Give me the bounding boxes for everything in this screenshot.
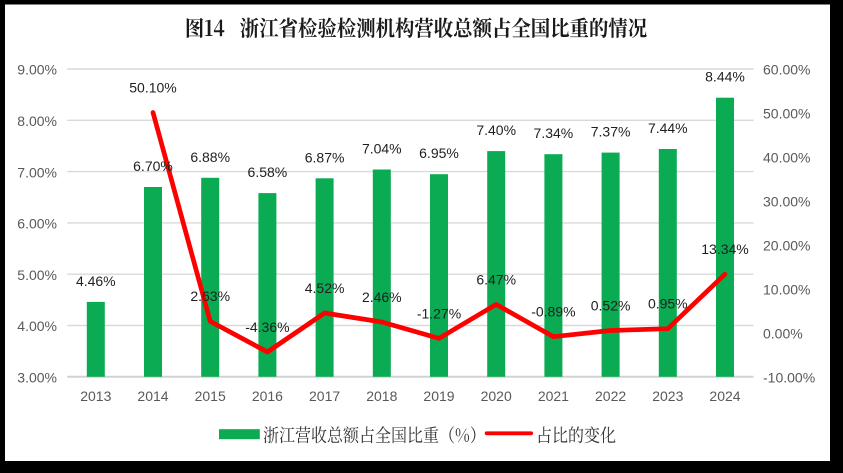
svg-text:2024: 2024	[709, 388, 740, 404]
svg-text:50.00%: 50.00%	[763, 106, 810, 122]
svg-text:5.00%: 5.00%	[17, 267, 57, 283]
svg-text:2014: 2014	[137, 388, 168, 404]
svg-text:7.40%: 7.40%	[476, 122, 516, 138]
svg-text:8.00%: 8.00%	[17, 113, 57, 129]
svg-text:4.46%: 4.46%	[76, 273, 116, 289]
svg-text:40.00%: 40.00%	[763, 150, 810, 166]
svg-text:4.52%: 4.52%	[305, 280, 345, 296]
svg-text:20.00%: 20.00%	[763, 238, 810, 254]
svg-text:-4.36%: -4.36%	[245, 319, 289, 335]
svg-text:6.95%: 6.95%	[419, 145, 459, 161]
svg-text:6.70%: 6.70%	[133, 158, 173, 174]
svg-text:3.00%: 3.00%	[17, 370, 57, 386]
svg-text:2018: 2018	[366, 388, 397, 404]
svg-text:2017: 2017	[309, 388, 340, 404]
svg-text:10.00%: 10.00%	[763, 282, 810, 298]
svg-text:-0.89%: -0.89%	[531, 304, 575, 320]
svg-text:7.44%: 7.44%	[648, 120, 688, 136]
svg-text:60.00%: 60.00%	[763, 62, 810, 78]
svg-text:2015: 2015	[195, 388, 226, 404]
svg-text:7.00%: 7.00%	[17, 164, 57, 180]
svg-text:2016: 2016	[252, 388, 283, 404]
svg-text:0.52%: 0.52%	[591, 297, 631, 313]
svg-text:6.47%: 6.47%	[476, 271, 516, 287]
svg-text:2020: 2020	[481, 388, 512, 404]
svg-text:2023: 2023	[652, 388, 683, 404]
svg-text:2.46%: 2.46%	[362, 289, 402, 305]
svg-text:6.87%: 6.87%	[305, 149, 345, 165]
svg-text:2019: 2019	[423, 388, 454, 404]
svg-text:6.58%: 6.58%	[248, 164, 288, 180]
svg-text:7.34%: 7.34%	[534, 125, 574, 141]
svg-text:2.63%: 2.63%	[190, 288, 230, 304]
svg-text:0.95%: 0.95%	[648, 296, 688, 312]
svg-text:4.00%: 4.00%	[17, 318, 57, 334]
svg-text:-1.27%: -1.27%	[417, 305, 461, 321]
svg-text:2022: 2022	[595, 388, 626, 404]
svg-text:7.04%: 7.04%	[362, 141, 402, 157]
svg-text:6.00%: 6.00%	[17, 216, 57, 232]
svg-text:2021: 2021	[538, 388, 569, 404]
svg-text:7.37%: 7.37%	[591, 124, 631, 140]
svg-text:8.44%: 8.44%	[705, 69, 745, 85]
svg-text:50.10%: 50.10%	[129, 79, 176, 95]
svg-text:2013: 2013	[80, 388, 111, 404]
svg-text:30.00%: 30.00%	[763, 194, 810, 210]
svg-text:13.34%: 13.34%	[701, 241, 748, 257]
svg-text:0.00%: 0.00%	[763, 326, 803, 342]
svg-text:-10.00%: -10.00%	[763, 370, 815, 386]
svg-text:6.88%: 6.88%	[190, 149, 230, 165]
svg-text:9.00%: 9.00%	[17, 62, 57, 78]
